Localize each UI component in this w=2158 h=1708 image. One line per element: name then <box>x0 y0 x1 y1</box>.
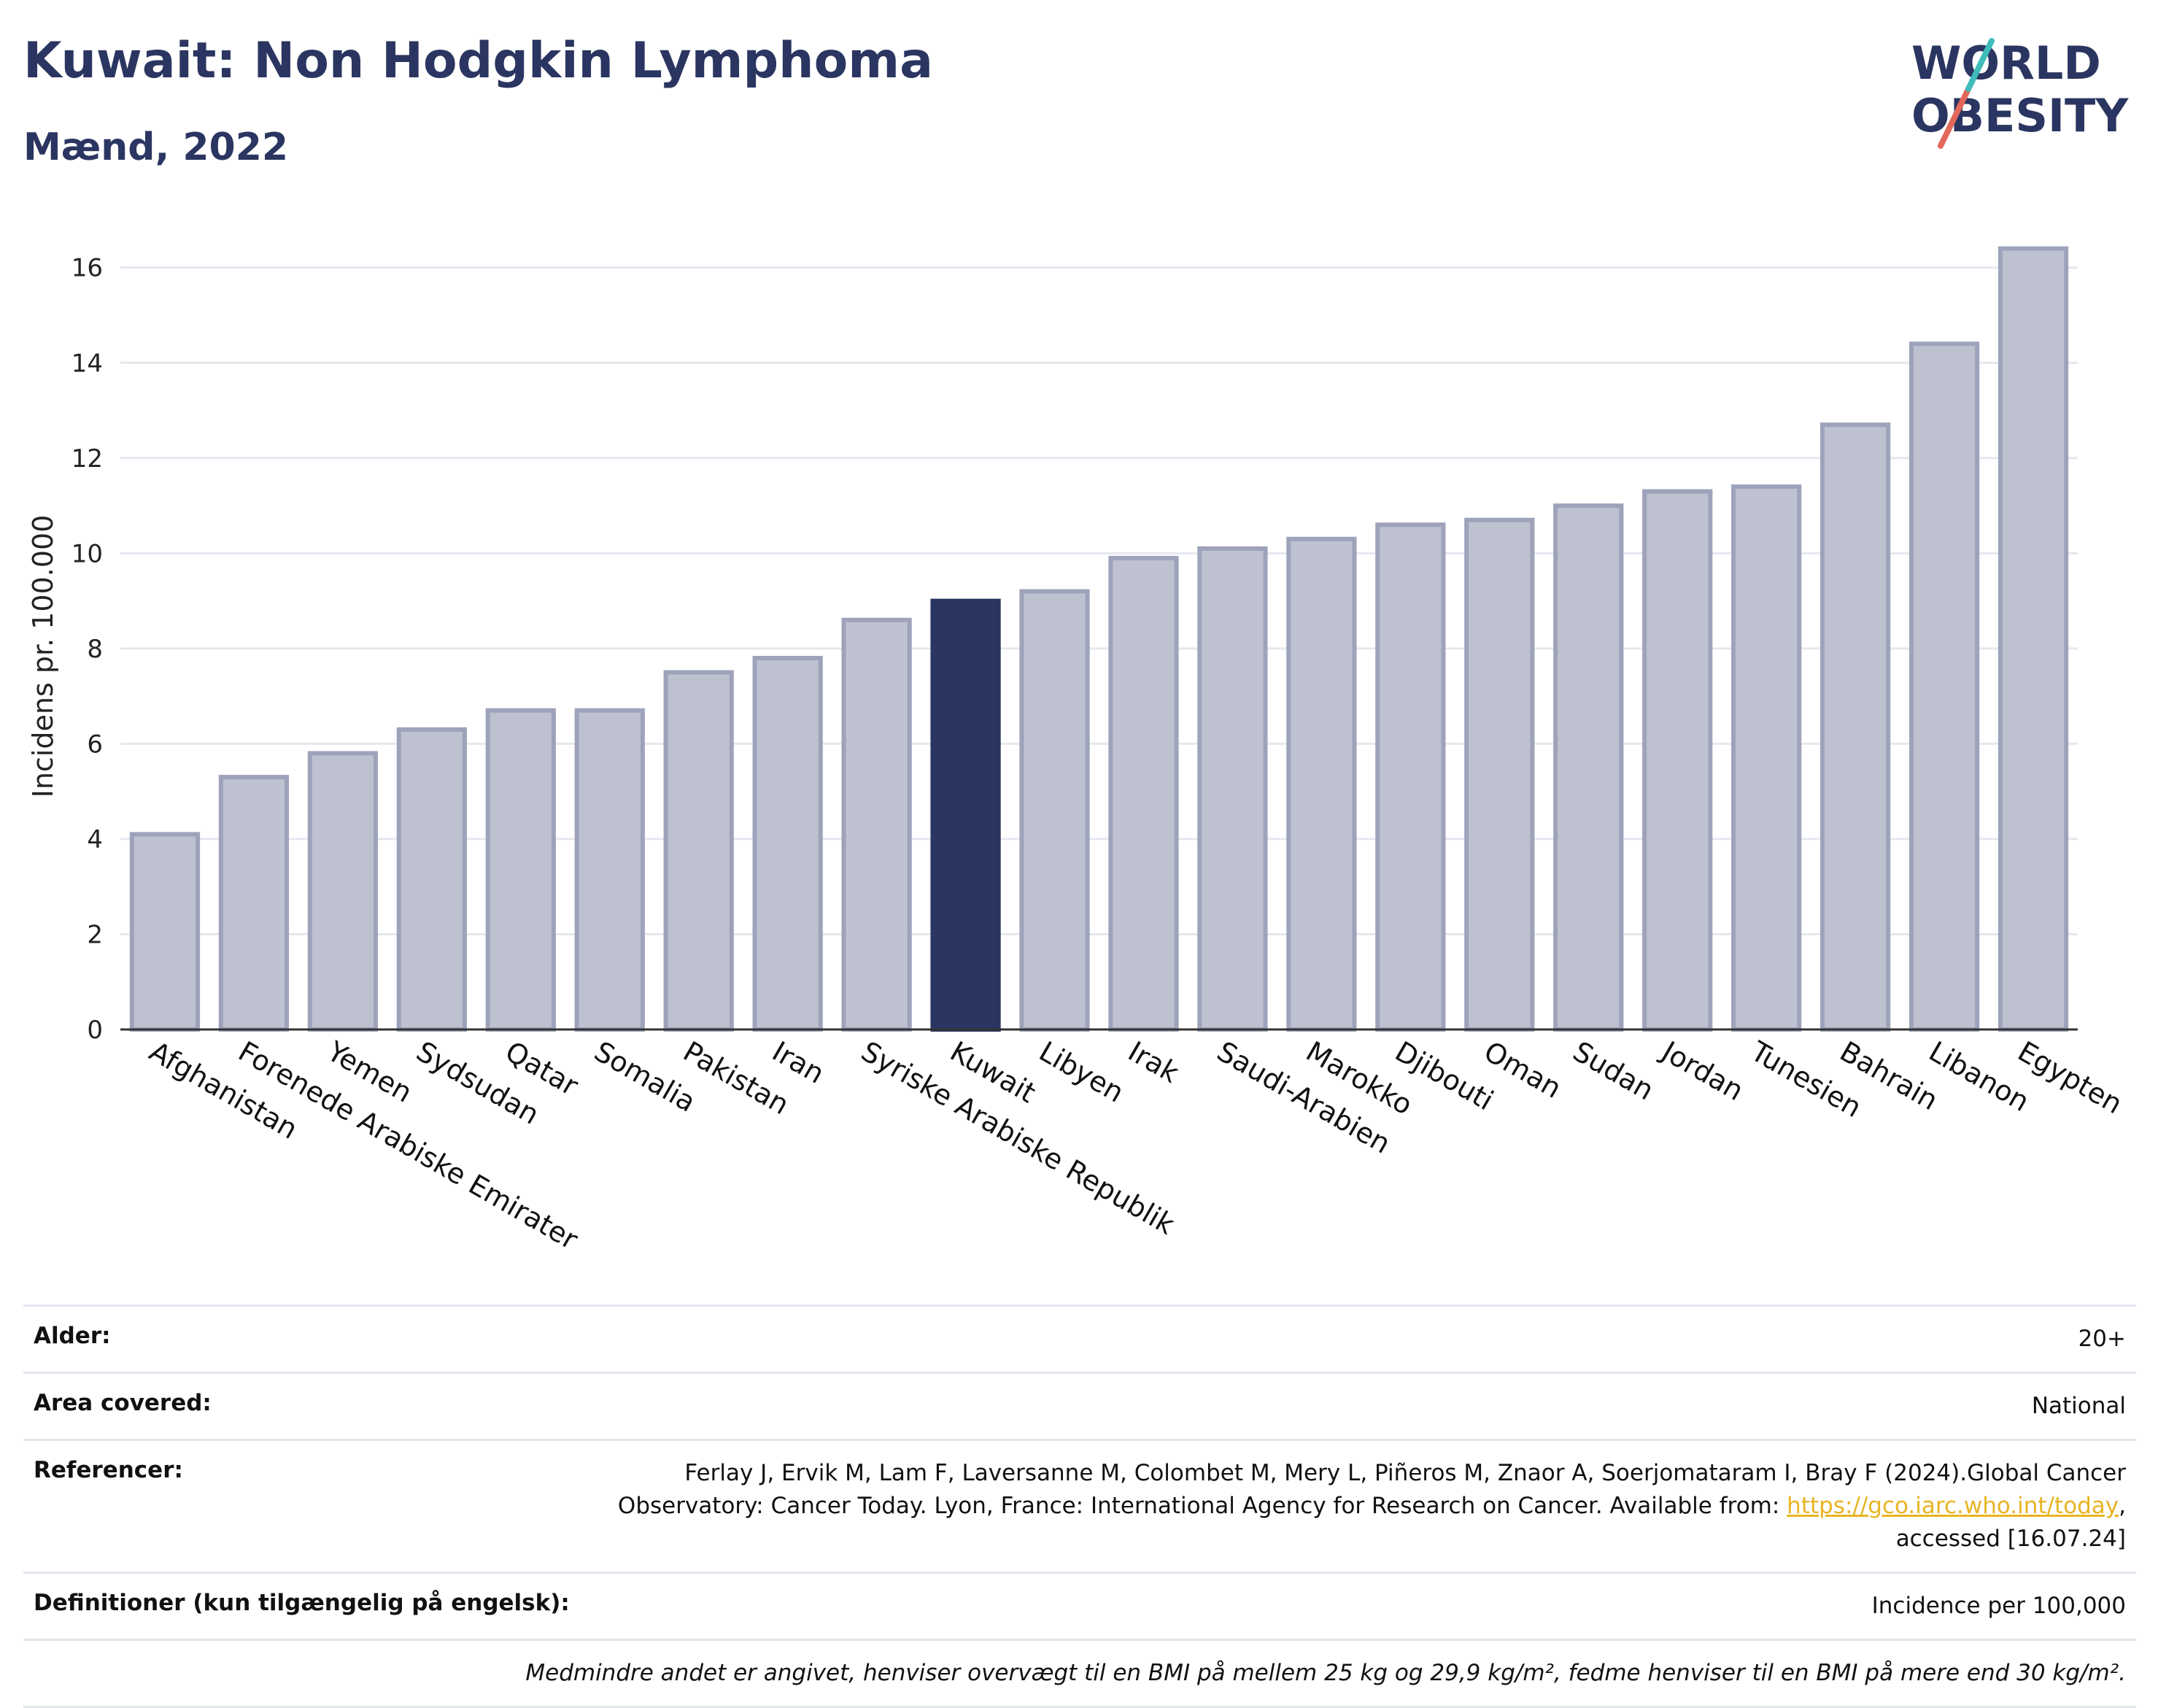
bar-irak <box>1108 555 1179 1032</box>
y-tick-label: 14 <box>71 349 103 378</box>
bar-djibouti <box>1375 522 1446 1032</box>
bar-egypten <box>1997 246 2069 1032</box>
bar-libyen <box>1019 589 1090 1032</box>
y-tick-label: 4 <box>87 825 103 854</box>
y-tick-label: 16 <box>71 254 103 283</box>
y-tick-label: 10 <box>71 539 103 568</box>
page-title: Kuwait: Non Hodgkin Lymphoma <box>23 32 934 90</box>
x-tick-label: Afghanistan <box>144 1035 303 1145</box>
y-tick-label: 6 <box>87 730 103 759</box>
y-tick-label: 8 <box>87 635 103 664</box>
bar-tunesien <box>1731 484 1802 1032</box>
page-subtitle: Mænd, 2022 <box>23 125 289 169</box>
bar-jordan <box>1642 489 1713 1032</box>
x-tick-label: Jordan <box>1655 1035 1749 1108</box>
bar-bahrain <box>1819 422 1891 1032</box>
info-row-definitions: Definitioner (kun tilgængelig på engelsk… <box>23 1571 2136 1639</box>
references-value: Ferlay J, Ervik M, Lam F, Laversanne M, … <box>618 1457 2126 1556</box>
x-tick-label: Sudan <box>1568 1035 1660 1107</box>
x-tick-label: Somalia <box>589 1035 701 1118</box>
bar-afghanistan <box>129 832 201 1032</box>
definitions-label: Definitioner (kun tilgængelig på engelsk… <box>34 1589 570 1616</box>
bar-marokko <box>1286 536 1357 1032</box>
x-tick-label: Libanon <box>1924 1035 2035 1118</box>
reference-line-1: Ferlay J, Ervik M, Lam F, Laversanne M, … <box>684 1459 2126 1486</box>
x-tick-label: Egypten <box>2013 1035 2128 1121</box>
area-label: Area covered: <box>34 1389 212 1416</box>
info-row-references: Referencer: Ferlay J, Ervik M, Lam F, La… <box>23 1438 2136 1572</box>
age-value: 20+ <box>2078 1326 2126 1352</box>
bar-yemen <box>307 751 379 1032</box>
info-row-age: Alder: 20+ <box>23 1305 2136 1372</box>
world-obesity-logo: WORLD OBESITY <box>1904 29 2145 153</box>
bar-syriske-arabiske-republik <box>841 617 912 1032</box>
info-row-area: Area covered: National <box>23 1371 2136 1439</box>
bar-oman <box>1464 517 1535 1032</box>
bmi-note: Medmindre andet er angivet, henviser ove… <box>525 1659 2126 1686</box>
y-tick-label: 0 <box>87 1016 103 1045</box>
y-tick-label: 12 <box>71 444 103 474</box>
age-label: Alder: <box>34 1323 111 1349</box>
bar-sydsudan <box>396 727 467 1032</box>
reference-line-2: Observatory: Cancer Today. Lyon, France:… <box>617 1492 1787 1519</box>
logo-line1: WORLD <box>1911 36 2101 90</box>
bar-saudi-arabien <box>1197 546 1268 1032</box>
y-tick-label: 2 <box>87 920 103 949</box>
bar-libanon <box>1908 341 1980 1032</box>
area-value: National <box>2031 1392 2126 1419</box>
bar-forenede-arabiske-emirater <box>218 775 290 1032</box>
references-label: Referencer: <box>34 1456 183 1483</box>
definitions-value: Incidence per 100,000 <box>1871 1592 2126 1619</box>
reference-line-3: accessed [16.07.24] <box>1895 1525 2126 1552</box>
info-row-note: Medmindre andet er angivet, henviser ove… <box>23 1638 2136 1708</box>
bar-iran <box>752 655 823 1032</box>
bar-kuwait <box>930 598 1001 1032</box>
bar-chart: 0 2 4 6 8 10 12 14 16 Incidens pr. 100.000 Afghani… <box>0 190 2158 1270</box>
bar-qatar <box>485 708 556 1032</box>
y-axis-label: Incidens pr. 100.000 <box>27 515 59 798</box>
bar-somalia <box>574 708 645 1032</box>
bar-pakistan <box>663 670 734 1032</box>
info-table: Alder: 20+ Area covered: National Refere… <box>23 1305 2136 1708</box>
reference-link[interactable]: https://gco.iarc.who.int/today <box>1787 1492 2119 1519</box>
x-tick-label: Libyen <box>1034 1035 1129 1109</box>
bar-sudan <box>1553 503 1624 1032</box>
x-tick-label: Iran <box>767 1035 829 1090</box>
x-tick-label: Irak <box>1123 1035 1184 1089</box>
reference-line-2-suffix: , <box>2119 1492 2126 1519</box>
